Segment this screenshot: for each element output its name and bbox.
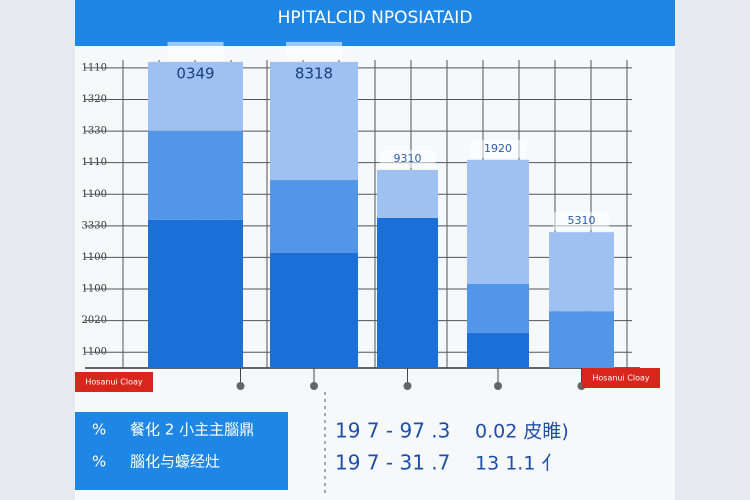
footer-text: 0.02 皮睢) [475,421,569,443]
footer-text: % [92,453,106,471]
bar-segment [467,332,529,368]
footer-text: 腦化与蠔经灶 [130,453,220,471]
bar-segment [549,232,614,312]
bar-annotation: 0349 [176,64,214,82]
bar-segment [270,180,358,254]
bar-annotation: 9310 [394,152,422,165]
bar-segment [270,253,358,368]
footer-text: 餐化 2 小主主腦鼎 [130,421,254,439]
annotation-bg [286,41,342,60]
bar-annotation: 8318 [295,64,333,82]
bar-annotation: 5310 [568,214,596,227]
footer-text: 13 1.1 亻 [475,453,560,475]
x-tick-dot [494,382,502,390]
legend-box [75,372,153,392]
annotation-bg [167,41,224,60]
bar-segment [377,169,438,218]
footer-text: 19 7 - 97 .3 [335,419,450,443]
footer-text: 19 7 - 31 .7 [335,451,450,475]
footer-box [75,412,288,490]
bar-segment [467,159,529,284]
legend-box [582,368,660,388]
x-tick-dot [403,382,412,390]
bar-segment [467,283,529,333]
x-tick-dot [310,382,318,390]
footer-text: % [92,421,106,439]
legend-label: Hosanui Cloay [592,374,649,383]
annotation-bg [379,149,436,168]
bar-segment [270,61,358,181]
bar-segment [377,217,438,368]
header [75,0,675,46]
annotation-bg [470,139,526,158]
bar-segment [148,219,243,368]
annotation-bg [553,212,610,231]
x-tick-dot [236,382,245,390]
chart-title: HPITALCID NPOSIATAID [278,8,473,28]
bar-segment [549,311,614,368]
bar-segment [148,61,243,131]
legend-label: Hosanui Cloay [85,378,142,387]
bar-segment [148,130,243,220]
bar-annotation: 1920 [484,142,512,155]
